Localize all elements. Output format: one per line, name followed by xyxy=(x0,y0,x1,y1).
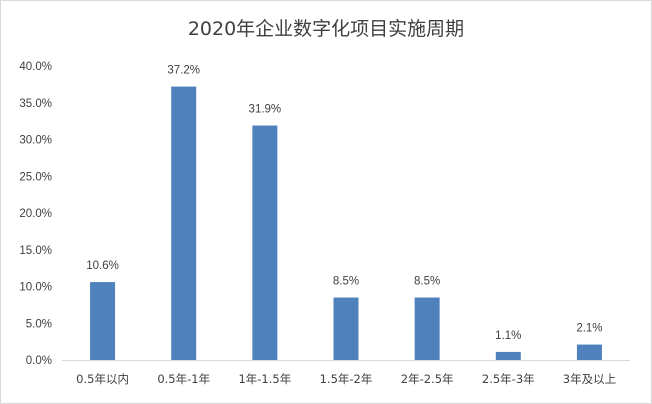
x-tick-label: 2年-2.5年 xyxy=(401,372,454,386)
bar xyxy=(495,351,521,360)
bar xyxy=(333,297,359,360)
bar xyxy=(576,344,602,360)
y-tick-label: 25.0% xyxy=(19,171,52,183)
data-label: 2.1% xyxy=(576,323,602,335)
y-tick-label: 40.0% xyxy=(19,61,52,73)
y-tick-label: 30.0% xyxy=(19,135,52,147)
data-label: 31.9% xyxy=(249,104,282,116)
data-label: 8.5% xyxy=(414,276,440,288)
bar xyxy=(252,125,278,360)
y-tick-label: 15.0% xyxy=(19,245,52,257)
x-tick-label: 3年及以上 xyxy=(563,372,616,386)
x-tick-label: 1年-1.5年 xyxy=(238,372,291,386)
x-axis: 0.5年以内 0.5年-1年 1年-1.5年 1.5年-2年 2年-2.5年 2.5年-3… xyxy=(62,360,630,386)
x-tick-label: 0.5年以内 xyxy=(76,372,129,386)
y-tick-label: 35.0% xyxy=(19,98,52,110)
y-tick-label: 5.0% xyxy=(26,318,52,330)
y-axis: 0.0% 5.0% 10.0% 15.0% 20.0% 25.0% 30.0% 35.0% 40… xyxy=(19,61,52,367)
data-label: 10.6% xyxy=(86,260,119,272)
x-tick-label: 0.5年-1年 xyxy=(157,372,210,386)
chart-title: 2020年企业数字化项目实施周期 xyxy=(187,18,465,40)
bar xyxy=(90,282,116,360)
data-label: 1.1% xyxy=(495,330,521,342)
x-tick-label: 1.5年-2年 xyxy=(320,372,373,386)
bar-series: 10.6% 37.2% 31.9% 8.5% 8.5% 1.1% 2.1% xyxy=(86,65,603,360)
bar xyxy=(414,297,440,360)
x-tick-label: 2.5年-3年 xyxy=(482,372,535,386)
y-tick-label: 0.0% xyxy=(26,355,52,367)
y-tick-label: 10.0% xyxy=(19,282,52,294)
data-label: 37.2% xyxy=(167,65,200,77)
y-tick-label: 20.0% xyxy=(19,208,52,220)
data-label: 8.5% xyxy=(333,276,359,288)
bar xyxy=(171,86,197,360)
